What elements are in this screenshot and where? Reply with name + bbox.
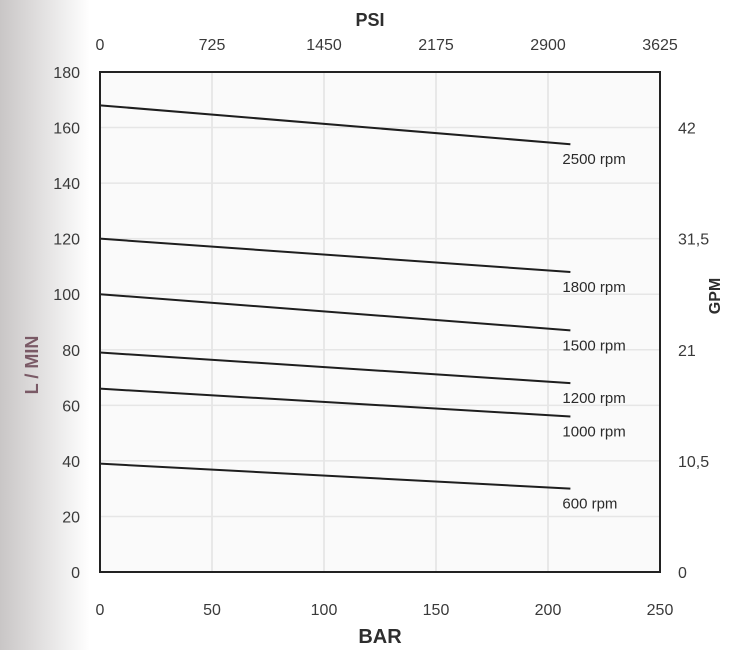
series-line — [99, 104, 571, 146]
series-group — [99, 104, 571, 490]
series-line — [99, 351, 571, 385]
y2-tick-label: 0 — [678, 565, 687, 582]
left-shade-band — [0, 0, 90, 650]
x-tick-label: 250 — [647, 602, 674, 619]
y-tick-label: 160 — [53, 121, 80, 138]
x2-tick-label: 2175 — [418, 37, 454, 54]
y-tick-label: 60 — [62, 398, 80, 415]
y2-tick-label: 42 — [678, 121, 696, 138]
plot-frame — [99, 71, 661, 573]
y-tick-label: 120 — [53, 232, 80, 249]
y-tick-label: 0 — [71, 565, 80, 582]
x-tick-label: 150 — [423, 602, 450, 619]
y2-tick-label: 21 — [678, 343, 696, 360]
series-line — [99, 387, 571, 418]
x2-tick-label: 1450 — [306, 37, 342, 54]
x2-tick-label: 725 — [199, 37, 226, 54]
y-tick-label: 80 — [62, 343, 80, 360]
y2-axis-title: GPM — [707, 278, 724, 314]
series-label: 2500 rpm — [562, 151, 625, 168]
series-label: 1500 rpm — [562, 337, 625, 354]
x2-axis-title: PSI — [355, 10, 384, 30]
series-label: 1200 rpm — [562, 390, 625, 407]
y-tick-label: 180 — [53, 65, 80, 82]
y-tick-label: 20 — [62, 509, 80, 526]
series-label: 1800 rpm — [562, 279, 625, 296]
y2-tick-label: 10,5 — [678, 454, 709, 471]
y2-tick-label: 31,5 — [678, 232, 709, 249]
y-tick-label: 100 — [53, 287, 80, 304]
tick-labels: 0 50 100 150 200 250 0 725 1450 2175 2900 3625 0 20 40… — [53, 37, 709, 619]
x-tick-label: 50 — [203, 602, 221, 619]
y-axis-title: L / MIN — [22, 336, 42, 395]
x2-tick-label: 0 — [96, 37, 105, 54]
x-axis-title: BAR — [358, 626, 402, 648]
series-label: 1000 rpm — [562, 423, 625, 440]
y-tick-label: 140 — [53, 176, 80, 193]
y-tick-label: 40 — [62, 454, 80, 471]
x-tick-label: 0 — [96, 602, 105, 619]
x2-tick-label: 2900 — [530, 37, 566, 54]
series-line — [99, 462, 571, 490]
series-line — [99, 293, 571, 332]
series-line — [99, 237, 571, 273]
series-label: 600 rpm — [562, 496, 617, 513]
series-labels: 2500 rpm 1800 rpm 1500 rpm 1200 rpm 1000 rpm… — [562, 151, 625, 512]
x2-tick-label: 3625 — [642, 37, 678, 54]
x-tick-label: 200 — [535, 602, 562, 619]
x-tick-label: 100 — [311, 602, 338, 619]
